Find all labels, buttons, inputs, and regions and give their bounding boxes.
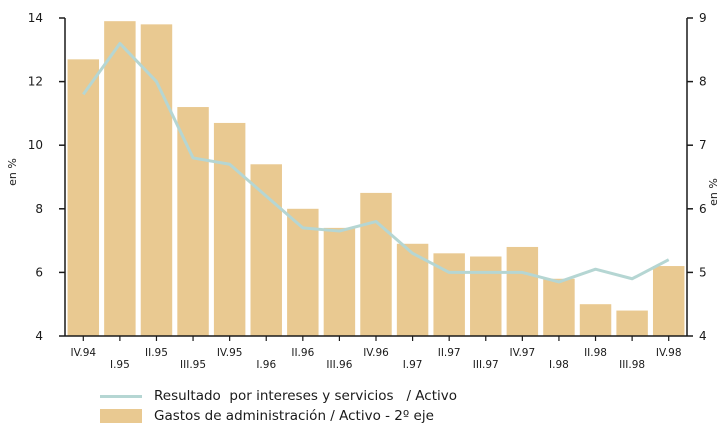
bar xyxy=(470,256,502,336)
bar xyxy=(652,266,685,336)
bar xyxy=(323,227,356,336)
x-tick-label: II.97 xyxy=(438,347,461,359)
x-tick-label: III.97 xyxy=(473,359,499,371)
right-tick-label: 9 xyxy=(699,11,707,25)
right-tick-label: 7 xyxy=(699,138,707,152)
right-ticks: 4 5 6 7 8 9 xyxy=(687,11,707,343)
left-tick-label: 6 xyxy=(35,265,43,279)
legend-label-bar: Gastos de administración / Activo - 2º e… xyxy=(154,408,434,424)
bar xyxy=(140,24,173,337)
x-tick-label: IV.97 xyxy=(510,347,536,359)
bar xyxy=(250,164,282,336)
bar xyxy=(616,310,648,336)
left-tick-label: 10 xyxy=(28,138,43,152)
left-ticks: 4 6 8 10 12 14 xyxy=(28,11,65,343)
right-tick-label: 5 xyxy=(699,265,707,279)
x-tick-label: II.96 xyxy=(291,347,314,359)
x-tick-label: III.95 xyxy=(180,359,206,371)
left-tick-label: 12 xyxy=(28,75,43,89)
bar xyxy=(177,107,209,336)
left-tick-label: 14 xyxy=(28,11,43,25)
x-tick-label: II.98 xyxy=(584,347,607,359)
right-tick-label: 6 xyxy=(699,202,707,216)
y-left-label: en % xyxy=(6,158,19,186)
legend-label-line: Resultado por intereses y servicios / Ac… xyxy=(154,388,457,404)
left-tick-label: 8 xyxy=(35,202,43,216)
x-tick-label: IV.94 xyxy=(70,347,96,359)
right-tick-label: 4 xyxy=(699,329,707,343)
bar xyxy=(579,304,612,336)
x-tick-label: III.96 xyxy=(326,359,352,371)
bar xyxy=(67,59,100,337)
x-tick-label: I.96 xyxy=(256,359,276,371)
y-right-label: en % xyxy=(707,178,720,206)
x-tick-label: I.98 xyxy=(549,359,569,371)
x-tick-label: IV.95 xyxy=(217,347,243,359)
x-ticks: IV.94 I.95 II.95 III.95 IV.95 I.96 II.96 III.96… xyxy=(70,336,682,371)
x-tick-label: III.98 xyxy=(619,359,645,371)
legend: Resultado por intereses y servicios / Ac… xyxy=(100,386,457,426)
bar xyxy=(213,122,246,336)
x-tick-label: II.95 xyxy=(145,347,168,359)
bar xyxy=(543,278,575,336)
legend-item-line: Resultado por intereses y servicios / Ac… xyxy=(100,386,457,406)
x-tick-label: IV.96 xyxy=(363,347,389,359)
right-tick-label: 8 xyxy=(699,75,707,89)
left-tick-label: 4 xyxy=(35,329,43,343)
line-series xyxy=(82,41,670,284)
bar xyxy=(360,192,392,336)
bar xyxy=(104,21,136,337)
legend-swatch-line xyxy=(100,394,142,398)
legend-swatch-bar xyxy=(100,409,142,423)
x-tick-label: I.95 xyxy=(110,359,130,371)
bar-series xyxy=(67,21,685,337)
x-tick-label: I.97 xyxy=(403,359,423,371)
legend-item-bar: Gastos de administración / Activo - 2º e… xyxy=(100,406,457,426)
x-tick-label: IV.98 xyxy=(656,347,682,359)
bar xyxy=(506,246,539,336)
